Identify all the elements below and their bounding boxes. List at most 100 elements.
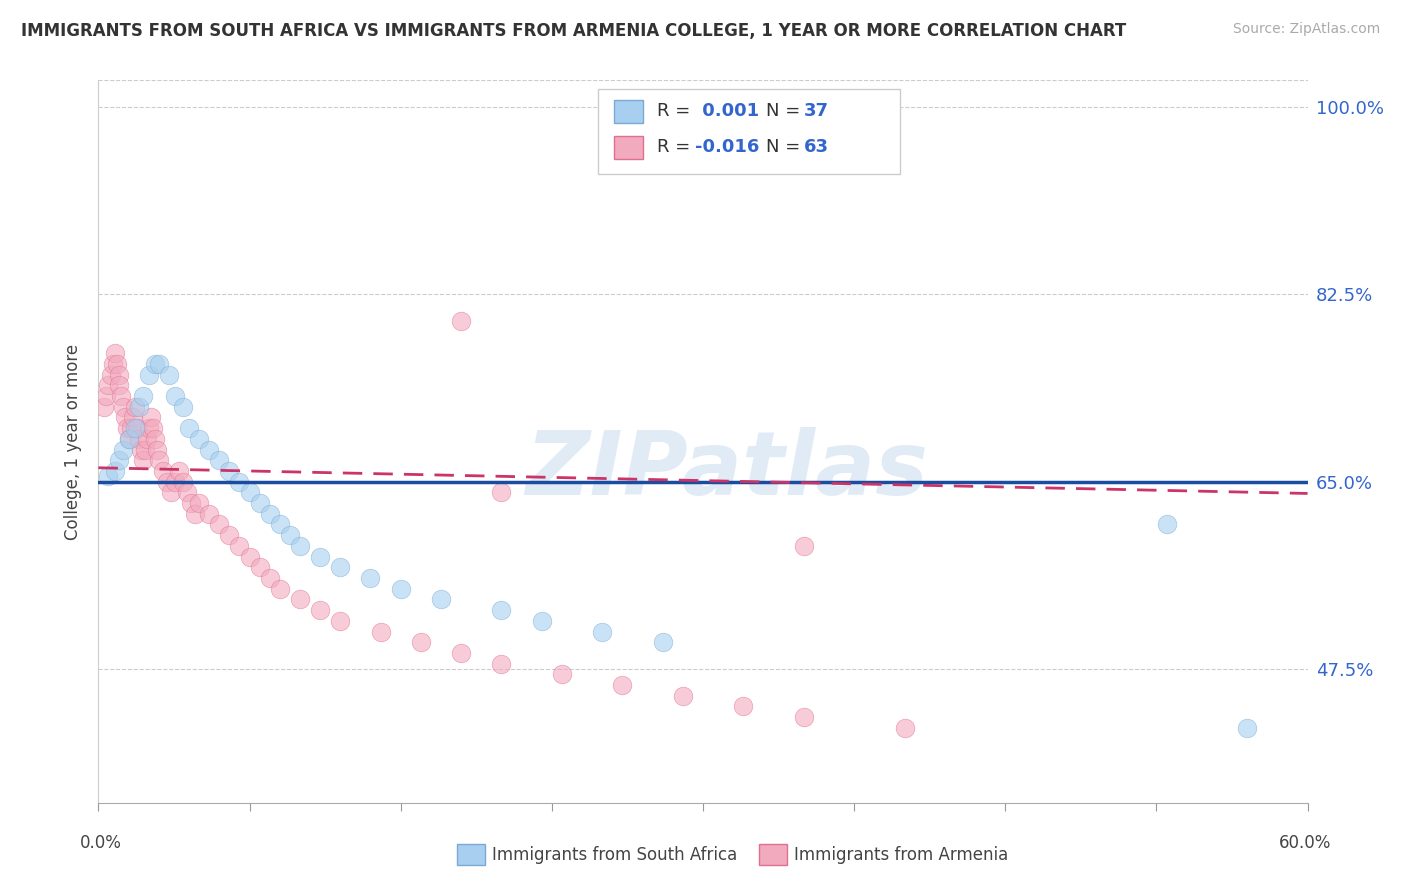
Text: ZIPatlas: ZIPatlas	[526, 427, 929, 514]
Point	[259, 571, 281, 585]
Point	[128, 432, 150, 446]
Point	[551, 667, 574, 681]
Point	[157, 368, 180, 382]
Point	[129, 442, 152, 457]
Text: Source: ZipAtlas.com: Source: ZipAtlas.com	[1233, 22, 1381, 37]
Text: 0.0%: 0.0%	[80, 834, 122, 852]
Text: N =: N =	[766, 103, 806, 120]
Point	[198, 507, 221, 521]
Point	[198, 442, 221, 457]
Point	[124, 400, 146, 414]
Point	[278, 528, 301, 542]
Point	[134, 442, 156, 457]
Point	[160, 485, 183, 500]
Point	[893, 721, 915, 735]
Text: 37: 37	[804, 103, 830, 120]
Point	[269, 582, 291, 596]
Point	[167, 464, 190, 478]
Point	[132, 389, 155, 403]
Point	[288, 539, 311, 553]
Point	[163, 389, 186, 403]
Point	[409, 635, 432, 649]
Point	[97, 469, 120, 483]
Point	[1156, 517, 1178, 532]
Point	[93, 400, 115, 414]
Point	[107, 368, 129, 382]
Point	[651, 635, 673, 649]
Point	[228, 539, 250, 553]
Point	[1236, 721, 1258, 735]
Text: Immigrants from South Africa: Immigrants from South Africa	[492, 846, 737, 863]
Point	[672, 689, 695, 703]
Point	[249, 560, 271, 574]
Point	[370, 624, 392, 639]
Point	[139, 410, 162, 425]
Point	[188, 496, 211, 510]
Point	[288, 592, 311, 607]
Point	[125, 421, 148, 435]
Point	[491, 485, 513, 500]
Point	[180, 496, 202, 510]
Point	[389, 582, 412, 596]
Point	[120, 421, 142, 435]
Point	[793, 539, 815, 553]
Point	[143, 432, 166, 446]
Point	[176, 485, 198, 500]
Point	[111, 400, 134, 414]
Point	[309, 603, 332, 617]
Point	[430, 592, 453, 607]
Text: 0.001: 0.001	[696, 103, 759, 120]
Point	[208, 517, 231, 532]
Point	[96, 389, 118, 403]
Point	[118, 432, 141, 446]
Point	[114, 410, 136, 425]
Point	[218, 528, 240, 542]
Point	[97, 378, 120, 392]
Point	[249, 496, 271, 510]
Text: -0.016: -0.016	[695, 138, 759, 156]
Point	[239, 485, 262, 500]
Point	[179, 421, 201, 435]
Point	[146, 442, 169, 457]
Point	[152, 464, 174, 478]
Point	[530, 614, 553, 628]
Text: 63: 63	[804, 138, 830, 156]
Point	[228, 475, 250, 489]
Point	[105, 357, 128, 371]
Point	[259, 507, 281, 521]
Text: Immigrants from Armenia: Immigrants from Armenia	[794, 846, 1008, 863]
Point	[124, 421, 146, 435]
Point	[115, 421, 138, 435]
Point	[450, 314, 472, 328]
Point	[138, 368, 160, 382]
Point	[793, 710, 815, 724]
Point	[329, 560, 352, 574]
Point	[329, 614, 352, 628]
Point	[491, 657, 513, 671]
Point	[184, 507, 207, 521]
Text: N =: N =	[766, 138, 806, 156]
Y-axis label: College, 1 year or more: College, 1 year or more	[65, 343, 83, 540]
Point	[450, 646, 472, 660]
Point	[100, 368, 122, 382]
Point	[132, 453, 155, 467]
Point	[156, 475, 179, 489]
Point	[101, 357, 124, 371]
Point	[142, 421, 165, 435]
Point	[121, 410, 143, 425]
Point	[128, 400, 150, 414]
Point	[107, 378, 129, 392]
Point	[135, 432, 157, 446]
Point	[138, 421, 160, 435]
Point	[148, 357, 170, 371]
Point	[148, 453, 170, 467]
Point	[103, 346, 125, 360]
Point	[107, 453, 129, 467]
Point	[103, 464, 125, 478]
Point	[360, 571, 382, 585]
Point	[733, 699, 755, 714]
Point	[110, 389, 132, 403]
Point	[172, 475, 194, 489]
Point	[491, 603, 513, 617]
Point	[143, 357, 166, 371]
